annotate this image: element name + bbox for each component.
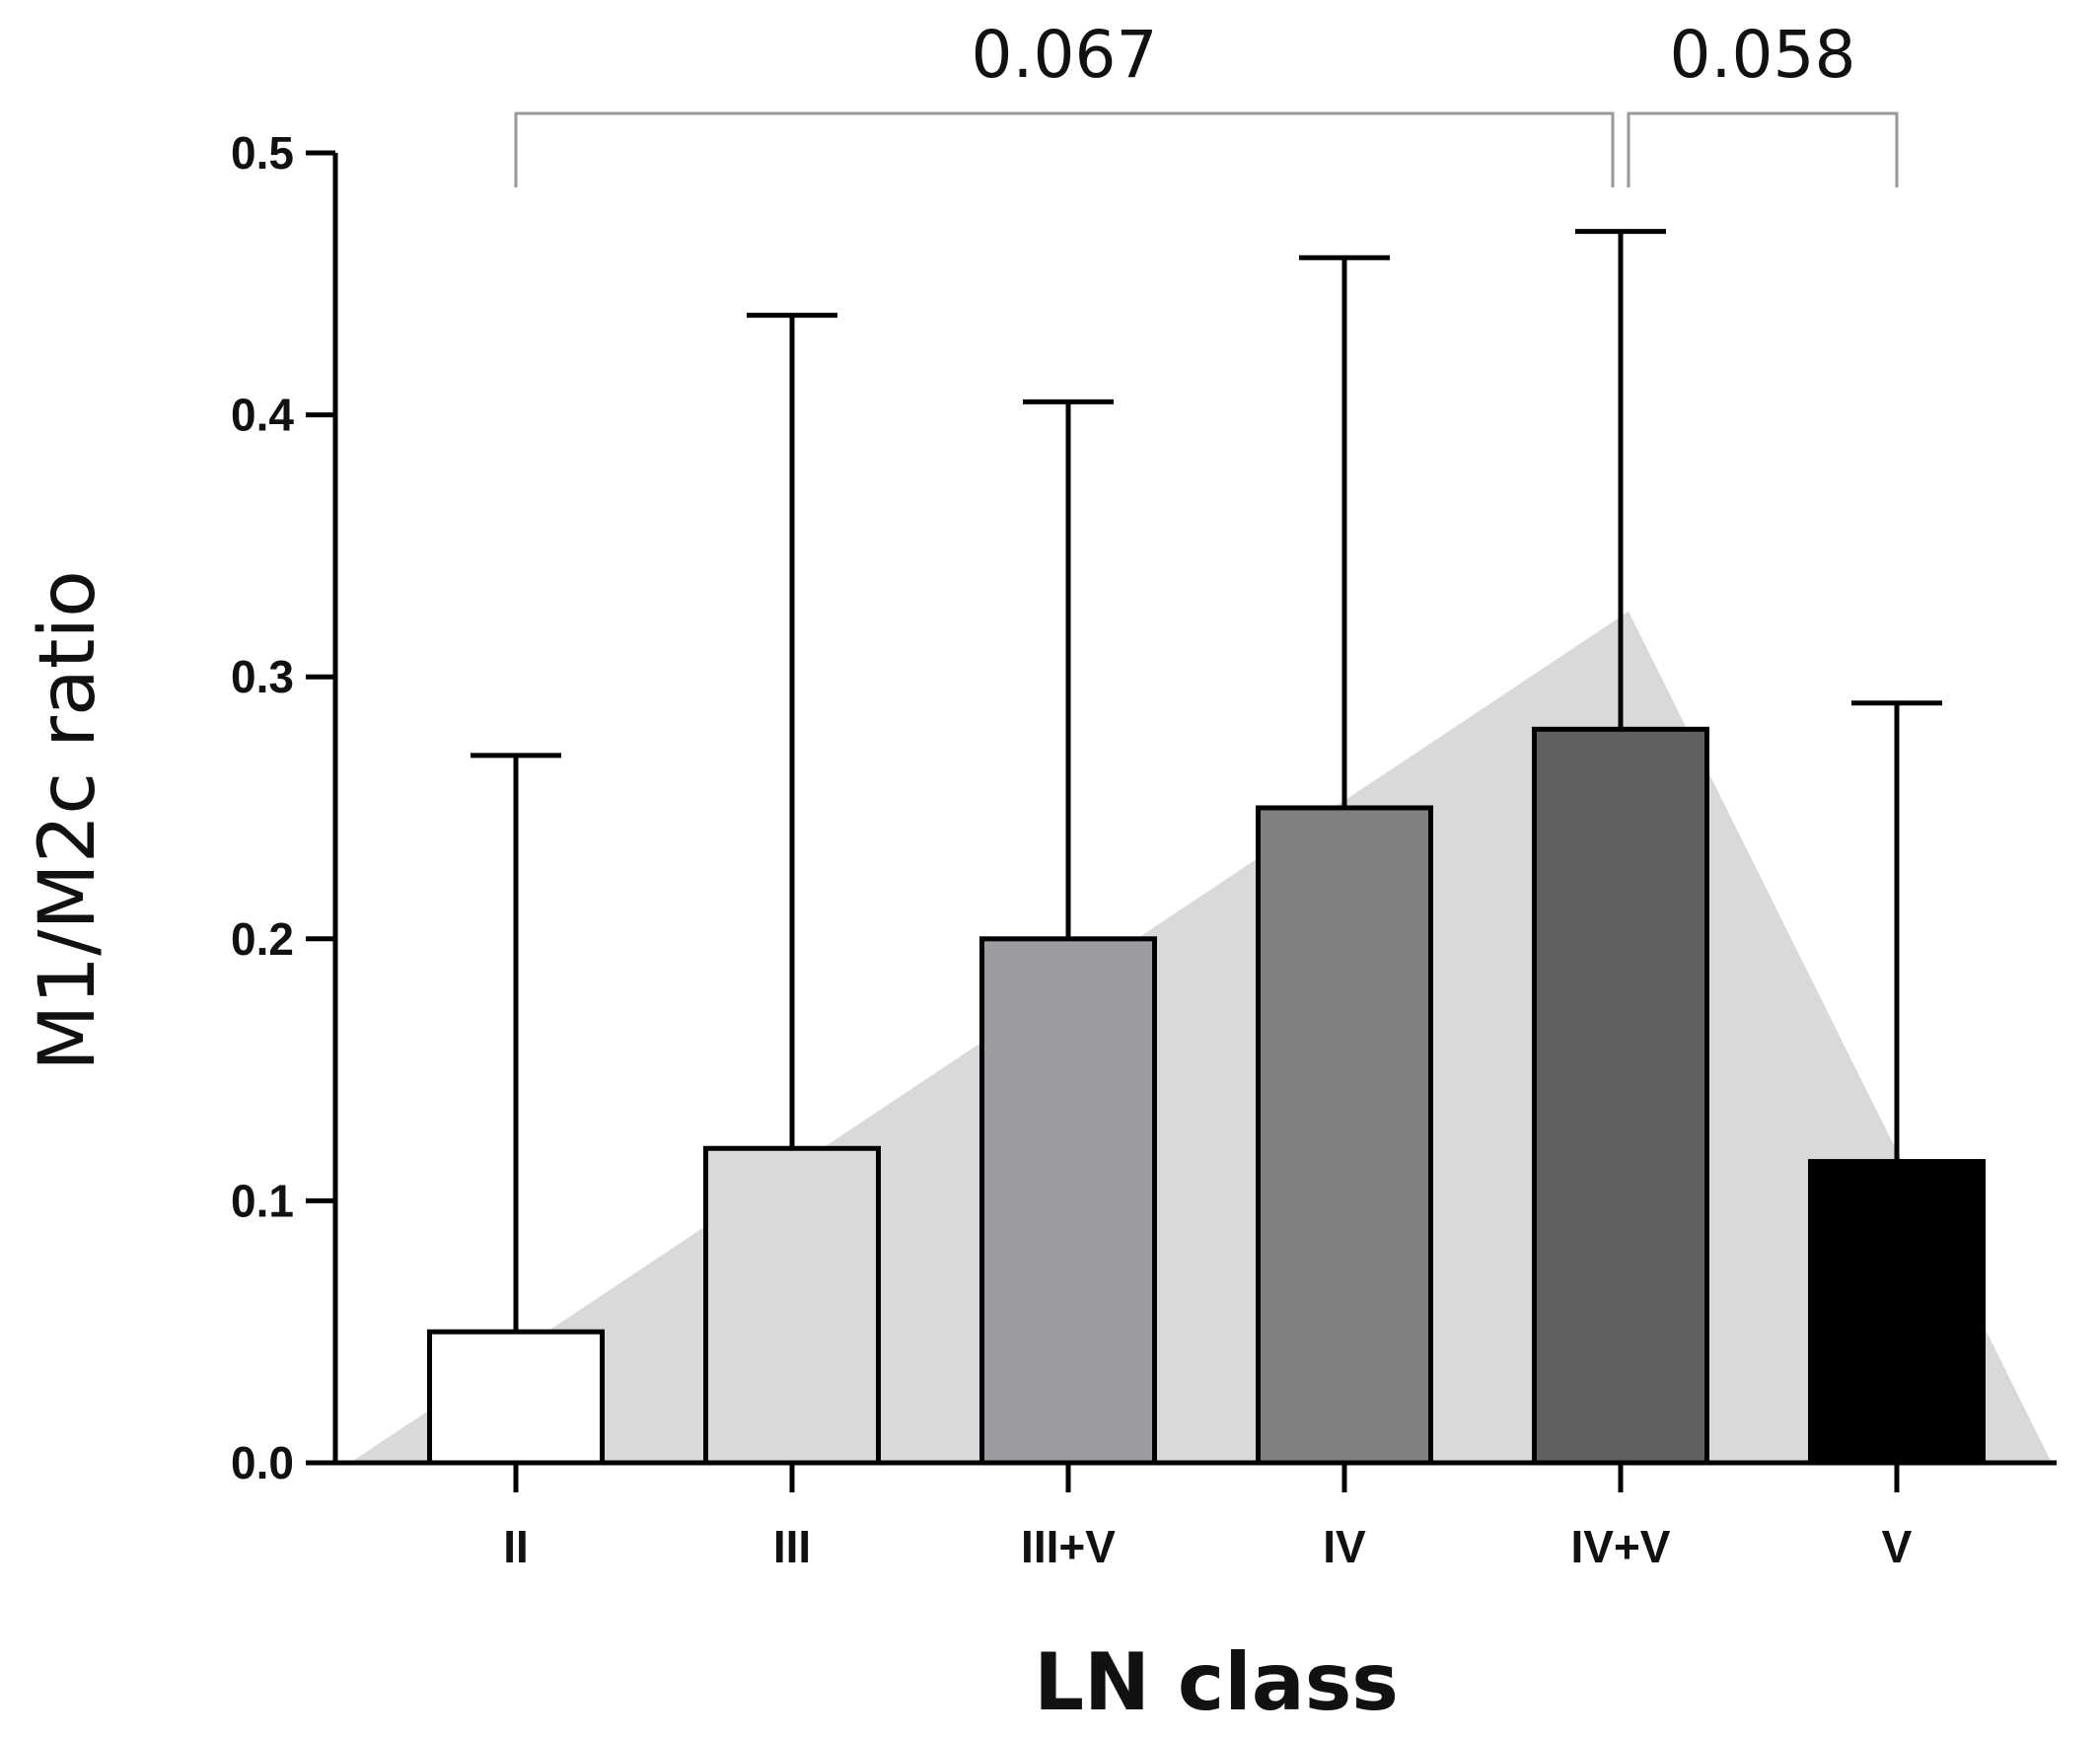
- comparison-bracket-2: 0.058: [1627, 17, 1899, 187]
- x-tick-label: IV: [1323, 1521, 1366, 1572]
- y-tick-label: 0.5: [231, 127, 294, 179]
- y-tick-label: 0.4: [231, 390, 294, 441]
- bar-iv-plus-v: [1532, 726, 1709, 1466]
- y-tick-label: 0.1: [231, 1175, 294, 1226]
- error-bar-iv-plus-v: [1575, 229, 1666, 730]
- bar-iii-plus-v: [979, 936, 1157, 1466]
- x-axis-label: LN class: [1034, 1636, 1399, 1728]
- bar-iv: [1256, 805, 1433, 1466]
- bar-iii: [703, 1145, 881, 1466]
- x-tick-label: III: [773, 1521, 811, 1572]
- y-tick-label: 0.2: [231, 913, 294, 965]
- x-tick-label: IV+V: [1570, 1521, 1670, 1572]
- error-bar-iii-plus-v: [1023, 398, 1114, 939]
- bar-ii: [427, 1329, 605, 1466]
- error-bars-layer: [471, 229, 1942, 1333]
- bar-v: [1808, 1159, 1986, 1466]
- axes-layer: 0.00.10.20.30.40.5II III III+V IV IV+V V: [231, 127, 2057, 1572]
- trend-triangle-shade: [350, 611, 2052, 1463]
- error-bar-ii: [471, 753, 561, 1333]
- p-value-label: 0.067: [972, 17, 1158, 93]
- y-tick-label: 0.0: [231, 1437, 294, 1488]
- error-bar-iv: [1299, 254, 1390, 808]
- x-tick-label: III+V: [1021, 1521, 1116, 1572]
- error-bar-v: [1851, 700, 1942, 1162]
- x-tick-label: II: [503, 1521, 529, 1572]
- y-tick-label: 0.3: [231, 651, 294, 702]
- significance-brackets: 0.067 0.058: [514, 17, 1899, 187]
- y-axis-label: M1/M2c ratio: [24, 570, 112, 1071]
- comparison-bracket-1: 0.067: [514, 17, 1615, 187]
- error-bar-iii: [747, 313, 837, 1149]
- p-value-label: 0.058: [1670, 17, 1856, 93]
- x-tick-label: V: [1882, 1521, 1913, 1572]
